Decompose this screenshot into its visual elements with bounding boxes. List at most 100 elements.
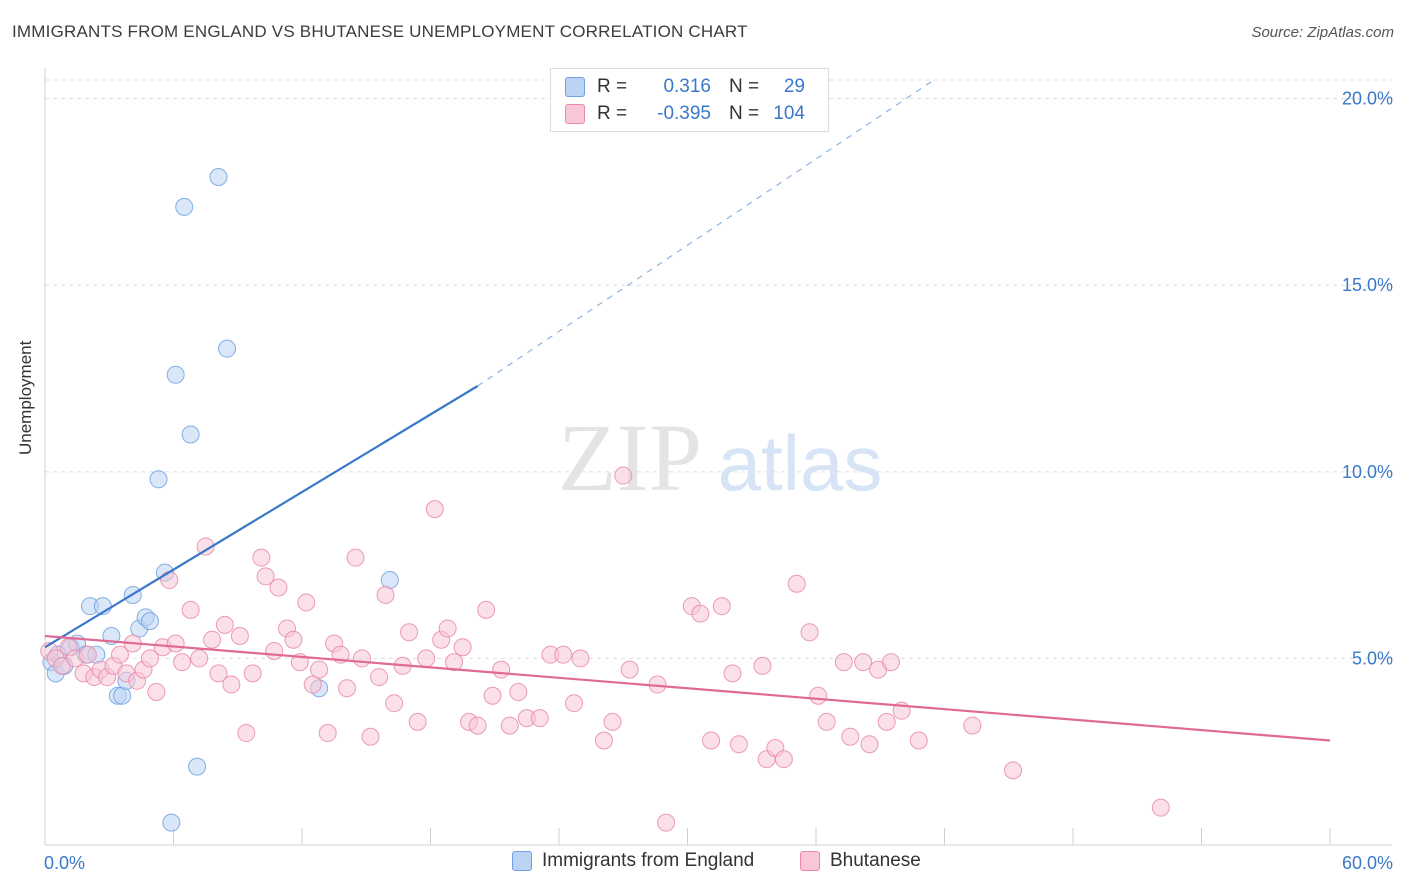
axes	[44, 68, 1392, 846]
point-bhutanese	[196, 537, 215, 556]
point-bhutanese	[729, 735, 748, 754]
point-bhutanese	[787, 574, 806, 593]
point-bhutanese	[445, 653, 464, 672]
point-bhutanese	[877, 712, 896, 731]
point-bhutanese	[215, 615, 234, 634]
point-bhutanese	[1151, 798, 1170, 817]
point-bhutanese	[554, 645, 573, 664]
point-england	[218, 339, 237, 358]
legend-n-value: 29	[783, 76, 805, 97]
point-bhutanese	[603, 712, 622, 731]
point-bhutanese	[147, 683, 166, 701]
point-bhutanese	[297, 593, 316, 612]
source-credit: Source: ZipAtlas.com	[1251, 24, 1394, 41]
point-bhutanese	[834, 653, 853, 672]
grid-lines	[45, 79, 1392, 659]
point-bhutanese	[181, 600, 200, 619]
point-england	[188, 757, 207, 776]
data-points	[40, 168, 1170, 832]
point-bhutanese	[800, 623, 819, 642]
point-bhutanese	[817, 712, 836, 731]
legend-n-value: 104	[773, 103, 805, 124]
point-bhutanese	[243, 664, 262, 683]
point-bhutanese	[477, 600, 496, 619]
point-bhutanese	[303, 675, 322, 694]
legend-r-value: -0.395	[657, 103, 711, 124]
legend-r-label: R =	[597, 76, 628, 97]
legend-swatch-england	[512, 851, 532, 871]
point-bhutanese	[571, 649, 590, 668]
point-bhutanese	[385, 694, 404, 713]
trend-line-bhutanese	[44, 634, 1331, 742]
point-bhutanese	[564, 694, 583, 713]
legend-swatch-england	[565, 77, 585, 97]
y-tick-label: 20.0%	[1342, 89, 1393, 109]
point-bhutanese	[774, 750, 793, 769]
x-tick-label: 0.0%	[44, 853, 85, 873]
point-bhutanese	[530, 709, 549, 728]
point-bhutanese	[723, 664, 742, 683]
point-bhutanese	[425, 500, 444, 519]
point-bhutanese	[657, 813, 676, 832]
point-bhutanese	[509, 683, 528, 701]
legend-item-england[interactable]: Immigrants from England	[512, 850, 754, 872]
point-bhutanese	[269, 578, 288, 597]
stats-legend: R = 0.316 N = 29 R = -0.395 N = 104	[550, 68, 829, 132]
series-legend: Immigrants from England Bhutanese	[0, 850, 1406, 878]
point-bhutanese	[594, 731, 613, 750]
point-bhutanese	[417, 649, 436, 668]
point-bhutanese	[500, 716, 519, 735]
point-bhutanese	[173, 653, 192, 672]
point-bhutanese	[160, 571, 179, 590]
point-bhutanese	[256, 567, 275, 586]
point-england	[380, 571, 399, 590]
point-bhutanese	[361, 727, 380, 746]
legend-r-value: 0.316	[663, 76, 711, 97]
point-bhutanese	[318, 724, 337, 743]
point-bhutanese	[140, 649, 159, 668]
legend-swatch-bhutanese	[800, 851, 820, 871]
point-bhutanese	[352, 649, 371, 668]
point-bhutanese	[438, 619, 457, 638]
legend-row-bhutanese: R = -0.395 N = 104	[565, 102, 805, 126]
point-bhutanese	[110, 645, 129, 664]
tick-labels: 5.0% 10.0% 15.0% 20.0% 0.0% 60.0%	[44, 89, 1393, 873]
point-bhutanese	[854, 653, 873, 672]
point-bhutanese	[620, 660, 639, 679]
point-england	[162, 813, 181, 832]
legend-n-label: N =	[729, 76, 760, 97]
point-bhutanese	[78, 645, 97, 664]
point-bhutanese	[809, 686, 828, 705]
point-bhutanese	[370, 668, 389, 687]
point-bhutanese	[376, 585, 395, 604]
point-bhutanese	[712, 597, 731, 616]
y-tick-label: 5.0%	[1352, 648, 1393, 668]
trend-line-england	[44, 385, 479, 649]
point-bhutanese	[841, 727, 860, 746]
legend-row-england: R = 0.316 N = 29	[565, 75, 805, 99]
point-bhutanese	[702, 731, 721, 750]
point-bhutanese	[265, 641, 284, 660]
point-bhutanese	[310, 660, 329, 679]
point-bhutanese	[860, 735, 879, 754]
point-bhutanese	[346, 548, 365, 567]
point-england	[175, 197, 194, 216]
point-bhutanese	[230, 627, 249, 646]
y-tick-label: 10.0%	[1342, 462, 1393, 482]
point-bhutanese	[691, 604, 710, 623]
legend-label-bhutanese: Bhutanese	[830, 850, 921, 871]
legend-n-label: N =	[729, 103, 760, 124]
legend-swatch-bhutanese	[565, 104, 585, 124]
point-england	[149, 470, 168, 489]
point-bhutanese	[222, 675, 241, 694]
legend-item-bhutanese[interactable]: Bhutanese	[800, 850, 921, 872]
point-bhutanese	[252, 548, 271, 567]
chart-title: IMMIGRANTS FROM ENGLAND VS BHUTANESE UNE…	[12, 22, 748, 41]
point-bhutanese	[483, 686, 502, 705]
legend-r-label: R =	[597, 103, 628, 124]
point-bhutanese	[203, 630, 222, 649]
watermark: ZIP atlas	[558, 404, 882, 511]
point-bhutanese	[909, 731, 928, 750]
legend-label-england: Immigrants from England	[542, 850, 755, 871]
